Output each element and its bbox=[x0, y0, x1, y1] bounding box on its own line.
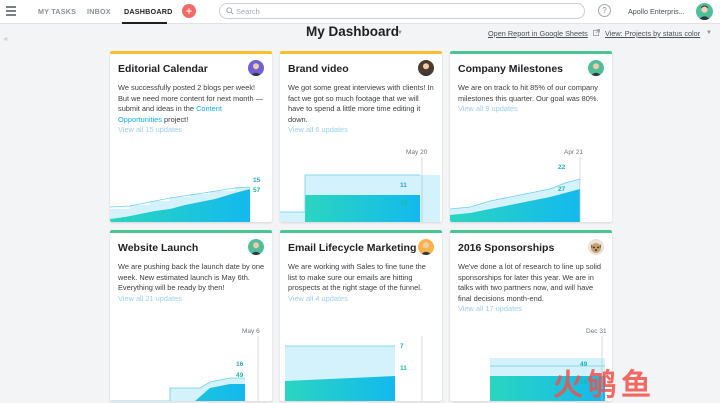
card-status-text: We've done a lot of research to line up … bbox=[458, 262, 606, 315]
status-color-bar bbox=[450, 51, 612, 54]
total-tasks-value: 11 bbox=[400, 182, 407, 189]
help-button[interactable]: ? bbox=[598, 4, 611, 17]
project-card[interactable]: Brand video We got some great interviews … bbox=[280, 51, 442, 222]
chevron-down-icon[interactable]: ▼ bbox=[397, 30, 403, 36]
project-card[interactable]: Editorial Calendar We successfully posted… bbox=[110, 51, 272, 222]
user-avatar[interactable] bbox=[696, 3, 713, 20]
project-card[interactable]: Company Milestones We are on track to hit… bbox=[450, 51, 612, 222]
menu-icon[interactable] bbox=[6, 6, 16, 16]
total-tasks-value: 7 bbox=[400, 343, 404, 350]
view-updates-link[interactable]: View all 6 updates bbox=[288, 125, 348, 134]
person-avatar-icon[interactable] bbox=[418, 239, 434, 255]
completed-tasks-value: 11 bbox=[400, 365, 407, 372]
person-avatar-icon[interactable] bbox=[418, 60, 434, 76]
workspace-name[interactable]: Apollo Enterpris... bbox=[628, 7, 685, 16]
card-status-text: We successfully posted 2 blogs per week!… bbox=[118, 83, 266, 136]
due-date-label: Apr 21 bbox=[564, 149, 584, 156]
project-link[interactable]: Content Opportunities bbox=[118, 104, 222, 124]
progress-chart bbox=[110, 336, 259, 401]
completed-tasks-value: 15 bbox=[400, 200, 408, 207]
total-tasks-value: 49 bbox=[580, 361, 588, 368]
total-tasks-value: 15 bbox=[253, 177, 261, 184]
completed-tasks-area bbox=[285, 376, 395, 401]
status-color-bar bbox=[110, 51, 272, 54]
total-tasks-line bbox=[280, 174, 420, 213]
external-link-icon bbox=[593, 29, 600, 36]
card-status-text: We are working with Sales to fine tune t… bbox=[288, 262, 436, 304]
status-color-bar bbox=[280, 230, 442, 233]
view-updates-link[interactable]: View all 21 updates bbox=[118, 293, 182, 303]
progress-chart bbox=[490, 336, 605, 401]
view-updates-link[interactable]: View all 17 updates bbox=[458, 304, 522, 313]
completed-tasks-area bbox=[110, 384, 245, 401]
completed-tasks-value: 27 bbox=[558, 186, 566, 193]
search-box[interactable] bbox=[219, 3, 585, 19]
completed-tasks-area bbox=[110, 189, 250, 222]
progress-chart bbox=[450, 157, 581, 222]
completed-tasks-area bbox=[450, 189, 580, 222]
progress-chart bbox=[285, 336, 423, 401]
person-avatar-icon[interactable] bbox=[588, 60, 604, 76]
completed-tasks-area bbox=[305, 195, 420, 222]
page-title[interactable]: My Dashboard bbox=[306, 24, 400, 39]
active-tab-indicator bbox=[122, 22, 167, 24]
collapse-sidebar-icon[interactable]: « bbox=[4, 36, 8, 43]
tab-my-tasks[interactable]: MY TASKS bbox=[38, 7, 77, 16]
status-color-bar bbox=[110, 230, 272, 233]
total-tasks-line bbox=[450, 178, 581, 210]
completed-tasks-value: 57 bbox=[253, 187, 261, 194]
total-tasks-line bbox=[110, 377, 245, 401]
person-avatar-icon[interactable] bbox=[248, 60, 264, 76]
watermark: 火鸲鱼 bbox=[553, 368, 655, 403]
card-status-text: We are on track to hit 85% of our compan… bbox=[458, 83, 606, 115]
total-tasks-value: 22 bbox=[558, 164, 566, 171]
completed-tasks-value: 76 bbox=[580, 379, 588, 386]
card-title[interactable]: Editorial Calendar bbox=[118, 63, 208, 75]
search-icon bbox=[226, 7, 234, 15]
card-status-text: We are pushing back the launch date by o… bbox=[118, 262, 265, 303]
completed-tasks-area bbox=[490, 376, 605, 401]
view-select[interactable]: View: Projects by status color bbox=[605, 29, 701, 38]
total-tasks-value: 16 bbox=[236, 361, 244, 368]
status-color-bar bbox=[450, 230, 612, 233]
card-title[interactable]: 2016 Sponsorships bbox=[458, 242, 555, 254]
completed-tasks-value: 49 bbox=[236, 372, 244, 379]
dog-avatar-icon[interactable] bbox=[588, 239, 604, 255]
project-card[interactable]: 2016 Sponsorships We've done a lot of res… bbox=[450, 230, 612, 401]
top-bar: MY TASKS INBOX DASHBOARD + ? Apollo Ente… bbox=[0, 0, 720, 24]
search-input[interactable] bbox=[236, 5, 576, 17]
card-title[interactable]: Email Lifecycle Marketing bbox=[288, 242, 417, 254]
card-title[interactable]: Website Launch bbox=[118, 242, 199, 254]
view-updates-link[interactable]: View all 4 updates bbox=[288, 293, 348, 303]
view-updates-link[interactable]: View all 9 updates bbox=[458, 104, 518, 113]
project-card[interactable]: Website Launch We are pushing back the la… bbox=[110, 230, 272, 401]
open-report-link[interactable]: Open Report in Google Sheets bbox=[488, 29, 588, 38]
total-tasks-line bbox=[110, 186, 251, 208]
add-button[interactable]: + bbox=[182, 4, 196, 18]
due-date-label: May 6 bbox=[242, 328, 260, 335]
card-status-text: We got some great interviews with client… bbox=[288, 83, 436, 136]
tab-dashboard[interactable]: DASHBOARD bbox=[124, 7, 173, 16]
progress-chart bbox=[110, 186, 251, 222]
chevron-down-icon[interactable]: ▼ bbox=[706, 30, 712, 36]
card-title[interactable]: Company Milestones bbox=[458, 63, 564, 75]
due-date-label: Dec 31 bbox=[586, 328, 607, 335]
due-date-label: May 20 bbox=[406, 149, 428, 156]
card-title[interactable]: Brand video bbox=[288, 63, 349, 75]
view-updates-link[interactable]: View all 15 updates bbox=[118, 125, 182, 134]
tab-inbox[interactable]: INBOX bbox=[87, 7, 111, 16]
person-avatar-icon[interactable] bbox=[248, 239, 264, 255]
project-card[interactable]: Email Lifecycle Marketing We are working … bbox=[280, 230, 442, 401]
status-color-bar bbox=[280, 51, 442, 54]
progress-chart bbox=[280, 157, 440, 222]
